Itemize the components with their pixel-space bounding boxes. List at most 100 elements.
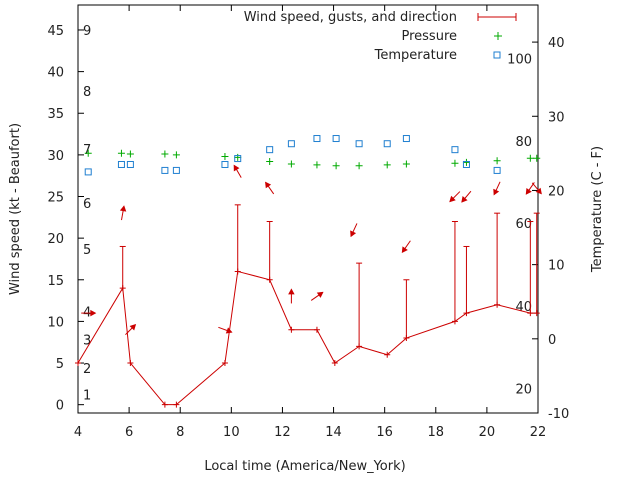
temperature-point: [287, 140, 295, 148]
pressure-point: [234, 153, 242, 161]
pressure-point: [117, 149, 125, 157]
temperature-point: [402, 135, 410, 143]
beaufort-label: 2: [83, 362, 91, 377]
x-tick-label: 14: [325, 425, 342, 440]
legend-marker-pressure: [494, 32, 502, 40]
x-tick-label: 16: [376, 425, 393, 440]
wind-direction-arrowhead: [525, 188, 532, 195]
wind-direction-arrowhead: [90, 309, 97, 317]
y-left-tick-label: 25: [47, 191, 64, 206]
x-tick-label: 4: [74, 425, 82, 440]
x-tick-label: 18: [428, 425, 445, 440]
wind-direction-arrowhead: [129, 324, 137, 331]
wind-speed-point: [494, 301, 501, 308]
y-right-tick-label: 40: [548, 36, 565, 51]
temperature-point: [221, 160, 229, 168]
x-tick-label: 20: [479, 425, 496, 440]
wind-direction-arrowhead: [225, 327, 233, 334]
pressure-point: [313, 161, 321, 169]
pressure-point: [526, 154, 534, 162]
pressure-point: [493, 157, 501, 165]
x-axis-title: Local time (America/New_York): [204, 459, 405, 474]
y-left-tick-label: 40: [47, 66, 64, 81]
pressure-point: [451, 159, 459, 167]
wind-speed-point: [161, 401, 168, 408]
pressure-point: [402, 160, 410, 168]
wind-speed-point: [221, 360, 228, 367]
temperature-point: [493, 166, 501, 174]
y-left-tick-label: 30: [47, 149, 64, 164]
wind-speed-point: [234, 268, 241, 275]
x-tick-label: 8: [176, 425, 184, 440]
beaufort-label: 9: [83, 24, 91, 39]
y-axis-left-title: Wind speed (kt - Beaufort): [8, 123, 23, 295]
legend-label-temperature: Temperature: [374, 48, 457, 63]
plot-frame: [77, 4, 539, 414]
wind-direction-arrowhead: [288, 288, 295, 295]
wind-speed-point: [127, 360, 134, 367]
wind-speed-point: [119, 285, 126, 292]
wind-direction-arrowhead: [233, 164, 240, 172]
wind-speed-point: [266, 276, 273, 283]
temperature-point: [332, 135, 340, 143]
wind-direction-arrowhead: [119, 205, 127, 212]
wind-speed-point: [527, 310, 534, 317]
pressure-point: [462, 158, 470, 166]
temperature-point: [234, 155, 242, 163]
y-right-tick-label: 0: [548, 333, 556, 348]
fahrenheit-label: 60: [515, 217, 532, 232]
pressure-point: [332, 162, 340, 170]
beaufort-label: 5: [83, 243, 91, 258]
wind-speed-point: [75, 360, 81, 367]
y-right-tick-label: -10: [548, 407, 569, 422]
temperature-point: [117, 160, 125, 168]
fahrenheit-label: 20: [515, 383, 532, 398]
temperature-point: [462, 160, 470, 168]
pressure-point: [161, 150, 169, 158]
temperature-point: [126, 160, 134, 168]
wind-direction-arrowhead: [535, 187, 542, 195]
y-axis-right-title: Temperature (C - F): [590, 146, 605, 273]
beaufort-label: 7: [83, 143, 91, 158]
wind-speed-point: [384, 351, 391, 358]
temperature-point: [451, 146, 459, 154]
axes: 4 6 8 10 12 14 16 18 20 22051015202530354045-1001…: [47, 5, 569, 440]
wind-speed-point: [173, 401, 180, 408]
y-left-tick-label: 35: [47, 107, 64, 122]
legend-marker-temperature: [493, 51, 501, 59]
pressure-point: [126, 150, 134, 158]
y-left-tick-label: 45: [47, 24, 64, 39]
legend-label-pressure: Pressure: [401, 29, 457, 44]
wind-speed-point: [463, 310, 470, 317]
wind-speed-point: [403, 335, 410, 342]
beaufort-label: 8: [83, 85, 91, 100]
wind-direction-arrowhead: [265, 181, 272, 189]
legend: Wind speed, gusts, and direction Pressur…: [244, 10, 517, 63]
pressure-point: [383, 161, 391, 169]
wind-direction-arrowhead: [449, 195, 456, 203]
temperature-point: [84, 168, 92, 176]
wind-speed-line: [77, 270, 537, 406]
wind-speed-point: [313, 326, 320, 333]
pressure-point: [266, 158, 274, 166]
beaufort-label: 6: [83, 197, 91, 212]
x-tick-label: 22: [530, 425, 547, 440]
y-left-tick-label: 10: [47, 315, 64, 330]
pressure-point: [533, 154, 541, 162]
temperature-point: [355, 140, 363, 148]
temperature-point: [266, 146, 274, 154]
x-tick-label: 6: [125, 425, 133, 440]
data-layer: [75, 135, 542, 408]
x-tick-label: 12: [274, 425, 291, 440]
fahrenheit-label: 80: [515, 135, 532, 150]
pressure-point: [172, 151, 180, 159]
y-left-tick-label: 5: [56, 357, 64, 372]
y-left-tick-label: 15: [47, 274, 64, 289]
beaufort-label: 3: [83, 334, 91, 349]
wind-direction-arrowhead: [316, 291, 324, 298]
pressure-point: [355, 162, 363, 170]
pressure-point: [287, 160, 295, 168]
fahrenheit-label: 40: [515, 300, 532, 315]
wind-direction-arrowhead: [461, 196, 468, 203]
